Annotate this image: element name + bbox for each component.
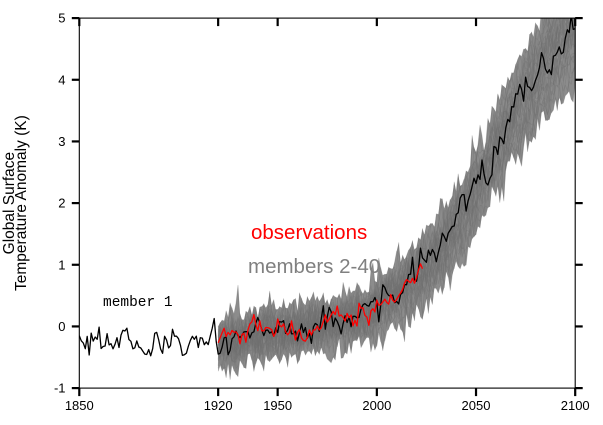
- svg-text:2: 2: [58, 196, 65, 211]
- svg-text:-1: -1: [54, 381, 66, 396]
- svg-text:1: 1: [58, 257, 65, 272]
- svg-text:2050: 2050: [462, 398, 491, 413]
- svg-text:4: 4: [58, 72, 65, 87]
- svg-text:1850: 1850: [65, 398, 94, 413]
- svg-text:5: 5: [58, 11, 65, 26]
- svg-text:3: 3: [58, 134, 65, 149]
- svg-text:1950: 1950: [263, 398, 292, 413]
- svg-text:Temperature Anomaly (K): Temperature Anomaly (K): [13, 115, 30, 291]
- svg-text:member 1: member 1: [103, 295, 173, 311]
- svg-text:2000: 2000: [362, 398, 391, 413]
- svg-text:members 2-40: members 2-40: [248, 255, 380, 278]
- svg-text:1920: 1920: [204, 398, 233, 413]
- svg-text:observations: observations: [251, 221, 367, 244]
- svg-text:0: 0: [58, 319, 65, 334]
- svg-text:2100: 2100: [561, 398, 590, 413]
